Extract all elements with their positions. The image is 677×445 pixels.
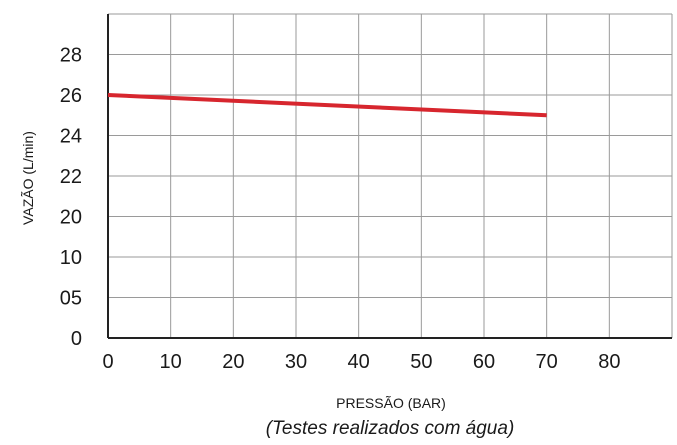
grid (108, 13, 673, 338)
y-tick-label: 26 (60, 85, 82, 107)
x-tick-label: 70 (536, 351, 558, 373)
x-tick-label: 80 (598, 351, 620, 373)
y-tick-label: 10 (60, 247, 82, 269)
y-tick-label: 05 (60, 288, 82, 310)
x-tick-label: 0 (102, 351, 113, 373)
x-tick-labels: 0 10 20 30 40 50 60 70 80 (102, 351, 620, 373)
y-tick-label: 22 (60, 166, 82, 188)
y-tick-labels: 0 05 10 20 22 24 26 28 (60, 45, 82, 351)
y-tick-label: 24 (60, 126, 82, 148)
y-tick-label: 28 (60, 45, 82, 67)
chart-caption: (Testes realizados com água) (266, 418, 515, 439)
series-layer (107, 93, 547, 118)
axes (107, 14, 672, 339)
y-tick-label: 20 (60, 207, 82, 229)
x-tick-label: 40 (348, 351, 370, 373)
x-axis-title: PRESSÃO (BAR) (336, 395, 446, 411)
y-tick-label: 0 (71, 328, 82, 350)
x-tick-label: 30 (285, 351, 307, 373)
y-axis-title: VAZÃO (L/min) (20, 131, 36, 225)
series-line (107, 93, 547, 118)
x-tick-label: 50 (410, 351, 432, 373)
x-tick-label: 10 (160, 351, 182, 373)
x-tick-label: 20 (222, 351, 244, 373)
x-tick-label: 60 (473, 351, 495, 373)
